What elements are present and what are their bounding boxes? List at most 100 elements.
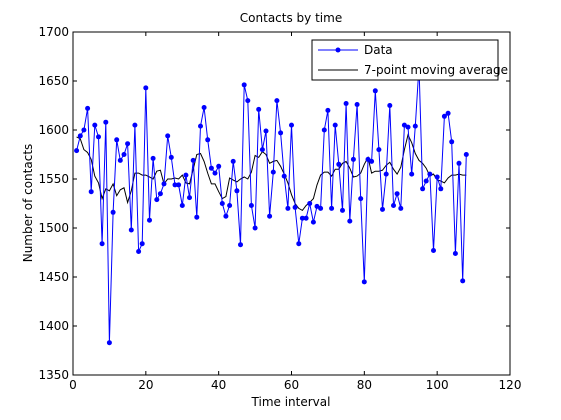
- data-point: [412, 123, 418, 129]
- data-point: [157, 191, 163, 197]
- x-tick-label: 0: [69, 378, 77, 392]
- data-point: [441, 113, 447, 119]
- data-point: [252, 225, 258, 231]
- data-point: [74, 148, 80, 154]
- legend-label-data: Data: [364, 43, 393, 57]
- data-point: [216, 163, 222, 169]
- data-point: [136, 249, 142, 254]
- data-point: [85, 105, 91, 111]
- data-point: [343, 101, 349, 106]
- data-point: [427, 171, 433, 177]
- data-point: [340, 207, 345, 213]
- data-point: [383, 171, 389, 177]
- data-point: [190, 157, 196, 163]
- data-point: [125, 141, 131, 147]
- data-point: [463, 152, 469, 157]
- data-point: [394, 191, 400, 197]
- data-point: [208, 165, 214, 171]
- data-point: [431, 248, 436, 253]
- data-point: [321, 127, 327, 133]
- data-point: [106, 340, 112, 346]
- data-point: [296, 241, 302, 247]
- data-point: [238, 242, 243, 248]
- data-point: [289, 122, 294, 128]
- legend-label-average: 7-point moving average: [364, 63, 508, 77]
- data-point: [347, 218, 353, 224]
- y-axis-label: Number of contacts: [21, 144, 35, 263]
- data-point: [391, 203, 396, 208]
- data-point: [456, 160, 462, 166]
- x-axis-label: Time interval: [251, 395, 331, 409]
- data-point: [132, 122, 138, 128]
- data-point: [285, 205, 291, 211]
- data-point: [361, 279, 367, 285]
- data-point: [96, 134, 101, 140]
- data-point: [380, 206, 385, 212]
- y-tick-label: 1700: [38, 25, 69, 39]
- data-point: [194, 214, 200, 220]
- x-tick-label: 100: [426, 378, 449, 392]
- data-point: [92, 122, 98, 128]
- data-point: [267, 213, 273, 219]
- data-point: [281, 173, 287, 179]
- data-point: [139, 241, 145, 247]
- plot-area: [72, 31, 511, 376]
- x-tick-label: 40: [211, 378, 226, 392]
- y-axis: 1350 1400 1450 1500 1550 1600 1650 1700: [38, 25, 510, 382]
- data-point: [423, 178, 429, 184]
- chart-title: Contacts by time: [240, 11, 342, 25]
- y-tick-label: 1350: [38, 368, 69, 382]
- data-point: [245, 98, 251, 104]
- data-point: [452, 251, 458, 256]
- y-tick-label: 1500: [38, 221, 69, 235]
- data-point: [114, 137, 120, 143]
- data-point: [409, 171, 415, 177]
- data-point: [179, 203, 185, 208]
- data-point: [256, 106, 262, 112]
- data-point: [303, 215, 309, 221]
- x-tick-label: 120: [499, 378, 522, 392]
- legend-data-marker: [335, 47, 341, 53]
- data-point: [307, 201, 313, 206]
- data-point: [168, 154, 174, 160]
- data-point: [77, 133, 83, 139]
- data-point: [128, 227, 134, 233]
- y-tick-label: 1650: [38, 74, 69, 88]
- data-point: [121, 152, 127, 157]
- data-point: [227, 203, 233, 208]
- data-point: [329, 205, 335, 211]
- data-point: [198, 123, 203, 129]
- data-point: [292, 204, 298, 210]
- data-point: [358, 196, 364, 202]
- data-point: [387, 103, 393, 108]
- data-point: [274, 98, 280, 104]
- data-point: [332, 122, 338, 128]
- data-point: [103, 119, 109, 125]
- data-point: [161, 181, 167, 187]
- y-tick-label: 1400: [38, 319, 69, 333]
- data-point: [263, 128, 269, 134]
- data-point: [187, 195, 192, 201]
- data-point: [212, 170, 218, 176]
- data-point: [143, 85, 149, 91]
- data-point: [369, 158, 375, 164]
- series-layer: [74, 63, 469, 346]
- data-point: [230, 158, 236, 164]
- data-point: [172, 182, 178, 188]
- data-point: [183, 172, 189, 178]
- data-point: [449, 139, 455, 145]
- data-point: [259, 147, 265, 153]
- data-point: [434, 174, 440, 180]
- data-point: [325, 107, 331, 113]
- data-point: [398, 205, 404, 211]
- data-point: [176, 182, 182, 188]
- data-point: [299, 215, 305, 221]
- legend-box: [311, 39, 499, 81]
- data-point: [278, 130, 284, 136]
- data-point: [318, 205, 324, 211]
- data-point: [99, 241, 105, 247]
- legend: Data 7-point moving average: [311, 39, 508, 81]
- data-point: [372, 88, 378, 94]
- x-tick-label: 80: [357, 378, 372, 392]
- x-tick-label: 20: [138, 378, 153, 392]
